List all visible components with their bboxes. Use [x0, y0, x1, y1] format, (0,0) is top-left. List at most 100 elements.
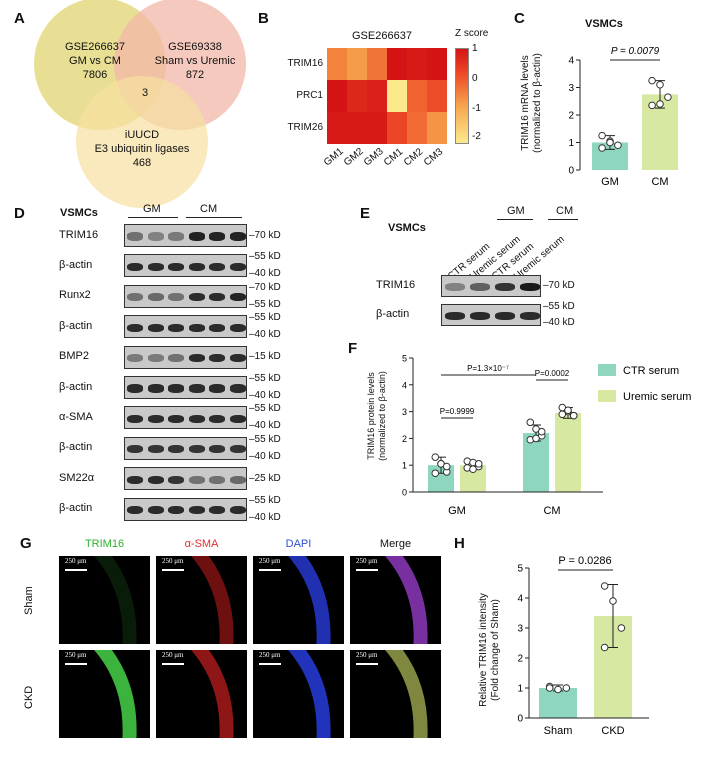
blot-band: [188, 445, 205, 454]
data-point: [598, 131, 606, 140]
y-tick-label: 0: [568, 166, 574, 177]
kd-marker: –55 kD: [249, 433, 281, 445]
y-tick-label: 3: [402, 407, 407, 417]
kd-marker: –55 kD: [249, 403, 281, 415]
blot-band: [229, 384, 246, 393]
panel-label-a: A: [14, 10, 25, 27]
group-underline: [128, 217, 178, 218]
blot-band: [209, 323, 226, 332]
micrograph-sham-α-sma: 250 μm: [155, 555, 248, 645]
blot-band: [127, 506, 144, 515]
y-tick-label: 5: [402, 354, 407, 364]
blot-e-cell-label: VSMCs: [388, 222, 426, 234]
scale-label: 250 μm: [259, 651, 281, 659]
scale-label: 250 μm: [259, 557, 281, 565]
blot-band: [209, 445, 226, 454]
blot-band: [168, 232, 185, 241]
panel-label-b: B: [258, 10, 269, 27]
data-point: [569, 411, 578, 420]
heatmap-cell: [427, 80, 447, 112]
x-tick-label: CM: [543, 505, 560, 517]
heatmap-row-label: TRIM26: [287, 122, 323, 133]
y-tick-label: 2: [568, 111, 574, 122]
y-tick-label: 0: [517, 714, 523, 725]
data-point: [469, 465, 477, 474]
micrograph-ckd-α-sma: 250 μm: [155, 649, 248, 739]
blot-band: [209, 506, 226, 515]
heatmap-legend-tick: -1: [472, 103, 481, 114]
chart-c-title: VSMCs: [585, 18, 623, 30]
scale-bar: [162, 663, 184, 665]
chart-h-ylabel-line: (Fold change of Sham): [490, 599, 501, 701]
heatmap-cell: [407, 112, 427, 144]
heatmap-column-label: CM3: [422, 146, 446, 169]
venn-set-2-count: 872: [185, 69, 205, 81]
p-value: P=0.9999: [440, 407, 475, 416]
y-tick-label: 2: [517, 654, 523, 665]
blot-band: [469, 312, 490, 320]
heatmap-cell: [427, 48, 447, 80]
chart-c-ylabel-line: TRIM16 mRNA levels: [520, 55, 531, 151]
scale-bar: [162, 569, 184, 571]
blot-strip: [124, 345, 247, 369]
blot-band: [229, 414, 246, 423]
heatmap-title: GSE266637: [352, 30, 412, 42]
kd-marker: –55 kD: [249, 494, 281, 506]
scale-bar: [259, 569, 281, 571]
data-point: [656, 80, 664, 89]
heatmap-cell: [407, 48, 427, 80]
blot-strip: [124, 497, 247, 521]
chart-f-ylabel-line: TRIM16 protein levels: [366, 372, 376, 460]
legend-label: Uremic serum: [623, 391, 691, 403]
vessel-band: [191, 650, 234, 738]
x-tick-label: Sham: [544, 725, 573, 737]
kd-marker: –70 kD: [543, 280, 575, 291]
blot-band: [147, 232, 164, 241]
heatmap-cell: [347, 112, 367, 144]
blot-d-group-label: CM: [200, 203, 218, 215]
panel-label-f: F: [348, 340, 358, 357]
bar: [555, 412, 581, 492]
heatmap-cell: [427, 112, 447, 144]
chart-c-ylabel: TRIM16 mRNA levels (normalized to β-acti…: [520, 38, 544, 168]
x-tick-label: CM: [651, 176, 668, 188]
venn-set-2: GSE69338 Sham vs Uremic 872: [150, 40, 240, 82]
venn-set-3-line-2: E3 ubiquitin ligases: [94, 143, 190, 155]
group-underline: [548, 219, 578, 220]
kd-marker: –40 kD: [249, 390, 281, 401]
chart-h: 0 1 2 3 4 5 Sham CKD P = 0.0286: [517, 555, 649, 737]
vessel-wall: [191, 556, 234, 644]
group-underline: [186, 217, 242, 218]
blot-row-label: β-actin: [59, 502, 93, 515]
data-point: [532, 434, 540, 443]
chart-c: 0 1 2 3 4 GM CM P = 0.0079: [568, 46, 678, 188]
blot-band: [188, 384, 205, 393]
blot-strip: [124, 315, 247, 339]
blot-band: [209, 384, 226, 393]
data-point: [648, 101, 656, 110]
blot-band: [127, 262, 144, 271]
data-point: [554, 685, 562, 694]
kd-marker: –55 kD: [249, 373, 281, 384]
scale-label: 250 μm: [65, 557, 87, 565]
blot-band: [209, 232, 226, 241]
kd-marker: –70 kD: [249, 281, 281, 293]
channel-label: TRIM16: [84, 538, 125, 550]
y-tick-label: 3: [568, 83, 574, 94]
p-value: P=0.0002: [535, 369, 570, 378]
data-point: [431, 453, 440, 461]
y-tick-label: 2: [402, 434, 407, 444]
blot-band: [229, 506, 246, 515]
blot-band: [168, 445, 185, 454]
y-tick-label: 1: [568, 138, 574, 149]
blot-row-label: β-actin: [376, 308, 410, 320]
data-point: [564, 406, 572, 415]
blot-band: [168, 475, 185, 484]
blot-strip: [124, 254, 247, 278]
heatmap-cell: [387, 48, 407, 80]
blot-band: [188, 232, 205, 241]
scale-bar: [259, 663, 281, 665]
blot-band: [127, 414, 144, 423]
kd-marker: –55 kD: [543, 301, 575, 312]
heatmap-cell: [407, 80, 427, 112]
